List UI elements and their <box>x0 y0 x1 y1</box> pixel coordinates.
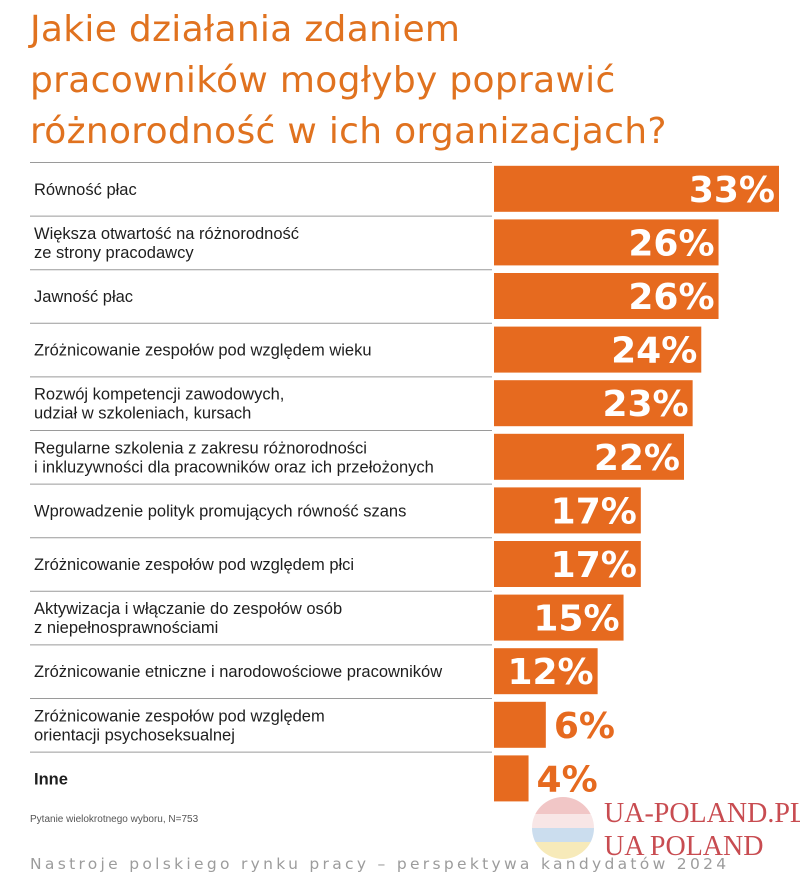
value-label: 23% <box>602 384 688 425</box>
value-label: 26% <box>628 223 714 264</box>
bar <box>494 433 684 480</box>
footer-caption: Nastroje polskiego rynku pracy – perspek… <box>30 855 730 873</box>
category-label: Zróżnicowanie etniczne i narodowościowe … <box>34 663 442 681</box>
bar <box>494 219 719 266</box>
bar <box>494 165 779 212</box>
chart-title: Jakie działania zdaniem pracowników mogł… <box>30 4 770 157</box>
value-label: 17% <box>551 491 637 532</box>
value-label: 24% <box>611 331 697 372</box>
category-label: Wprowadzenie polityk promujących równość… <box>34 502 406 520</box>
value-label: 4% <box>537 759 598 800</box>
bar-chart: Równość płac 33% Większa otwartość na różn… <box>30 162 779 802</box>
title-line-3: różnorodność w ich organizacjach? <box>30 111 667 152</box>
value-label: 15% <box>533 599 619 640</box>
bar <box>494 487 641 534</box>
category-label: Równość płac <box>34 181 137 199</box>
watermark-line-2: UA POLAND <box>604 831 764 862</box>
watermark: UA-POLAND.PL UA POLAND <box>524 795 800 870</box>
value-label: 6% <box>554 706 615 747</box>
category-label: Jawność płac <box>34 288 133 306</box>
survey-note: Pytanie wielokrotnego wyboru, N=753 <box>30 814 199 825</box>
bar <box>494 380 693 427</box>
bar <box>494 701 546 748</box>
value-label: 22% <box>594 438 680 479</box>
value-label: 12% <box>507 652 593 693</box>
value-label: 33% <box>689 170 775 211</box>
bar <box>494 273 719 319</box>
value-label: 26% <box>628 277 714 318</box>
category-label: Większa otwartość na różnorodność ze stro… <box>34 225 299 262</box>
bar <box>494 326 702 373</box>
watermark-logo-icon <box>532 797 594 859</box>
watermark-line-1: UA-POLAND.PL <box>604 798 800 829</box>
category-label: Zróżnicowanie zespołów pod względem płci <box>34 556 354 574</box>
category-label: Rozwój kompetencji zawodowych, udział w s… <box>34 386 284 423</box>
title-line-2: pracowników mogłyby poprawić <box>30 60 616 101</box>
bar <box>494 648 598 695</box>
category-label: Inne <box>34 770 68 788</box>
value-label: 17% <box>551 545 637 586</box>
bar <box>494 541 641 587</box>
bar <box>494 594 624 641</box>
category-label: Aktywizacja i włączanie do zespołów osób… <box>34 600 342 637</box>
category-label: Regularne szkolenia z zakresu różnorodno… <box>34 439 434 476</box>
bar <box>494 755 529 802</box>
category-label: Zróżnicowanie zespołów pod względem orien… <box>34 707 325 744</box>
title-line-1: Jakie działania zdaniem <box>30 9 461 50</box>
category-label: Zróżnicowanie zespołów pod względem wiek… <box>34 342 372 360</box>
